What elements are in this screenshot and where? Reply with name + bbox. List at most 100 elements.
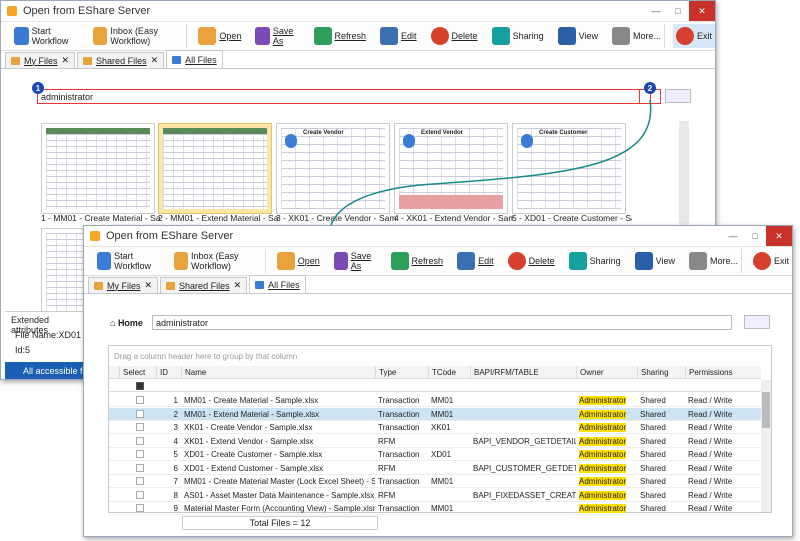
- toolbar-button[interactable]: View: [555, 24, 601, 48]
- preview-header: [163, 128, 267, 134]
- tab-label: My Files: [24, 55, 58, 66]
- home-link[interactable]: ⌂ Home: [110, 318, 143, 328]
- search-box[interactable]: administrator: [37, 89, 661, 104]
- grid-cell: 4: [156, 435, 181, 448]
- tab-close[interactable]: ✕: [233, 280, 242, 290]
- toolbar-button[interactable]: Delete: [428, 24, 481, 48]
- row-checkbox[interactable]: [136, 436, 144, 445]
- row-checkbox[interactable]: [136, 423, 144, 431]
- row-checkbox[interactable]: [136, 477, 144, 485]
- toolbar-button[interactable]: View: [632, 249, 678, 273]
- tab[interactable]: My Files ✕: [5, 52, 76, 68]
- grid-cell: Administrator: [576, 489, 637, 502]
- grid-cell: Shared: [637, 489, 685, 502]
- cell-text: Read / Write: [688, 423, 733, 432]
- cell-text: XD01: [431, 450, 452, 459]
- row-checkbox[interactable]: [136, 463, 144, 472]
- row-checkbox[interactable]: [136, 409, 144, 418]
- scroll-thumb[interactable]: [762, 392, 770, 428]
- column-header[interactable]: Name: [181, 366, 375, 379]
- close[interactable]: ✕: [766, 226, 792, 246]
- thumbnail[interactable]: [41, 123, 155, 214]
- cell-text: 7: [173, 477, 178, 486]
- cell-text: 5: [173, 450, 178, 459]
- grid-row[interactable]: [109, 502, 761, 515]
- tab-icon: [255, 280, 265, 289]
- toolbar-button[interactable]: Refresh: [311, 24, 370, 48]
- tab[interactable]: Shared Files ✕: [77, 52, 165, 68]
- grid-row[interactable]: [109, 421, 761, 434]
- maximize[interactable]: □: [675, 6, 681, 16]
- grid-cell: XD01 - Extend Customer - Sample.xlsx: [181, 462, 375, 475]
- toolbar-button[interactable]: More...: [609, 24, 665, 48]
- column-header[interactable]: BAPI/RFM/TABLE: [470, 366, 576, 379]
- grid-row[interactable]: [109, 462, 761, 475]
- toolbar-button[interactable]: Refresh: [388, 249, 447, 273]
- toolbar-button[interactable]: Open: [195, 24, 244, 48]
- grid-row[interactable]: [109, 448, 761, 461]
- thumbnail[interactable]: Create Customer: [512, 123, 626, 214]
- tab[interactable]: All Files: [166, 50, 223, 68]
- toolbar-button[interactable]: More...: [686, 249, 742, 273]
- toolbar-button[interactable]: Inbox (Easy Workflow): [171, 249, 266, 273]
- view-switch[interactable]: [744, 315, 770, 329]
- column-header[interactable]: Type: [375, 366, 428, 379]
- tab-close[interactable]: ✕: [61, 55, 70, 65]
- grid-row[interactable]: [109, 435, 761, 448]
- grid-row[interactable]: [109, 394, 761, 407]
- toolbar-button[interactable]: Inbox (Easy Workflow): [90, 24, 188, 48]
- row-checkbox[interactable]: [136, 396, 144, 404]
- column-header[interactable]: Select: [119, 366, 156, 379]
- thumbnail[interactable]: Create Vendor: [276, 123, 390, 214]
- column-header[interactable]: ID: [156, 366, 181, 379]
- toolbar-button[interactable]: Open: [274, 249, 323, 273]
- column-header[interactable]: Permissions: [685, 366, 761, 379]
- tab[interactable]: All Files: [249, 275, 306, 293]
- toolbar-button[interactable]: Exit: [750, 249, 792, 273]
- row-checkbox[interactable]: [136, 504, 144, 512]
- thumbnail[interactable]: Extend Vendor: [394, 123, 508, 214]
- toolbar-button[interactable]: Save As: [331, 249, 380, 273]
- toolbar-button[interactable]: Edit: [377, 24, 420, 48]
- toolbar-button[interactable]: Sharing: [566, 249, 624, 273]
- grid-row[interactable]: [109, 489, 761, 502]
- tab[interactable]: Shared Files ✕: [160, 277, 248, 293]
- tab-close[interactable]: ✕: [150, 55, 159, 65]
- view-switch[interactable]: [665, 89, 691, 103]
- column-header[interactable]: Sharing: [637, 366, 685, 379]
- column-header[interactable]: Owner: [576, 366, 637, 379]
- toolbar-button[interactable]: Sharing: [489, 24, 547, 48]
- button-label: Refresh: [334, 31, 367, 41]
- cell-text: Read / Write: [688, 436, 733, 446]
- tab-close[interactable]: ✕: [144, 280, 153, 290]
- toolbar-button[interactable]: Start Workflow: [94, 249, 163, 273]
- grid-row[interactable]: [109, 475, 761, 488]
- filter-checkbox[interactable]: [136, 382, 144, 390]
- minimize[interactable]: —: [651, 6, 661, 16]
- tab[interactable]: My Files ✕: [88, 277, 159, 293]
- toolbar-button[interactable]: Edit: [454, 249, 497, 273]
- search-box[interactable]: administrator: [152, 315, 732, 330]
- row-checkbox[interactable]: [136, 450, 144, 458]
- minimize[interactable]: —: [728, 231, 738, 241]
- cell-text: Material Master Form (Accounting View) -…: [184, 504, 375, 513]
- grid-cell: [428, 435, 470, 448]
- close[interactable]: ✕: [689, 1, 715, 21]
- row-checkbox[interactable]: [136, 490, 144, 499]
- cell-text: Shared: [640, 504, 666, 513]
- cell-text: Administrator: [579, 396, 627, 405]
- toolbar-button[interactable]: Delete: [505, 249, 558, 273]
- toolbar-button[interactable]: Start Workflow: [11, 24, 82, 48]
- maximize[interactable]: □: [752, 231, 758, 241]
- thumbnail[interactable]: [158, 123, 272, 214]
- grid-cell: XD01 - Create Customer - Sample.xlsx: [181, 448, 375, 461]
- preview-person: [403, 134, 415, 148]
- grid-cell: [470, 502, 576, 515]
- cell-text: Administrator: [579, 436, 627, 446]
- column-header[interactable]: TCode: [428, 366, 470, 379]
- toolbar-button[interactable]: Save As: [252, 24, 302, 48]
- thumbnail-preview: Extend Vendor: [399, 128, 503, 209]
- grid-cell: Shared: [637, 435, 685, 448]
- toolbar-button[interactable]: Exit: [672, 24, 715, 48]
